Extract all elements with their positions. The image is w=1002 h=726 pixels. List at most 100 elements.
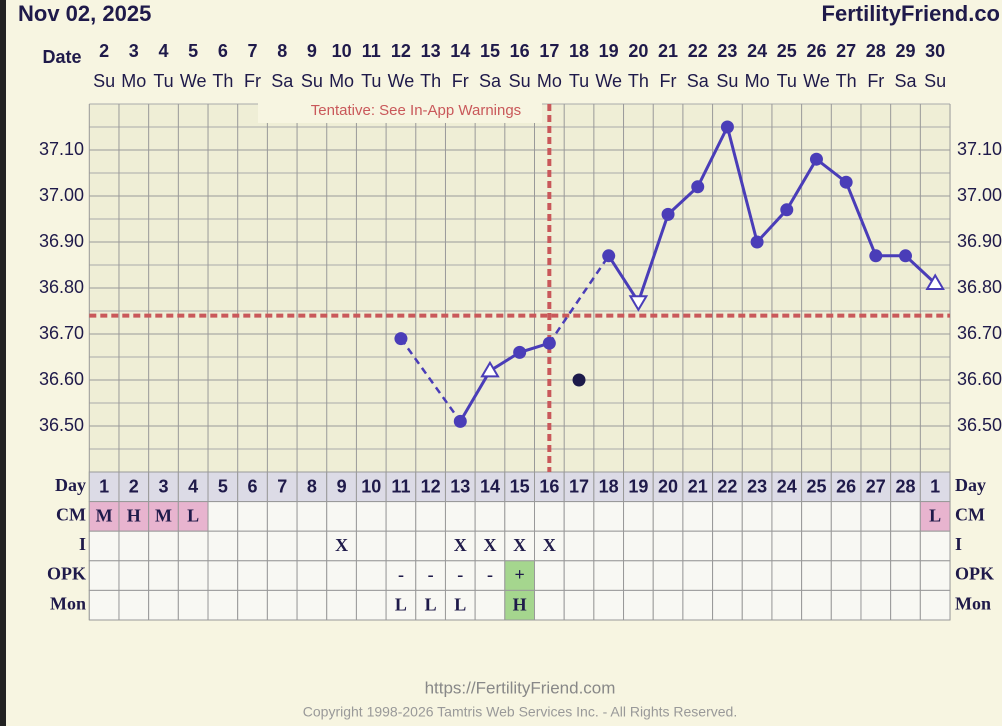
weekday-label: Th	[212, 71, 233, 91]
cell-text: 27	[866, 477, 886, 497]
weekday-label: Sa	[894, 71, 917, 91]
table-cell	[326, 501, 357, 532]
y2-tick-label: 36.80	[957, 277, 1002, 297]
table-cell	[504, 471, 536, 503]
cell-text: 20	[658, 477, 678, 497]
table-cell	[593, 560, 625, 591]
date-label: 25	[777, 41, 797, 61]
table-cell	[474, 560, 506, 591]
cell-text: H	[127, 506, 141, 526]
table-cell	[444, 589, 476, 621]
y2-tick-label: 36.50	[957, 415, 1002, 435]
table-cell	[296, 589, 328, 621]
date-label: 22	[688, 41, 708, 61]
cell-text: 8	[307, 477, 317, 497]
weekday-label: We	[595, 71, 622, 91]
table-cell	[652, 560, 684, 591]
date-label: Date	[42, 47, 81, 67]
y-tick-label: 36.70	[39, 323, 84, 343]
table-cell	[623, 530, 654, 562]
table-cell	[771, 530, 803, 562]
discarded-point	[572, 373, 586, 387]
temp-point	[661, 207, 675, 221]
table-cell	[741, 589, 773, 621]
row-label-right: CM	[955, 505, 985, 525]
temp-point	[542, 336, 556, 350]
table-cell	[474, 589, 506, 621]
table-cell	[296, 560, 328, 591]
cell-text: 13	[450, 477, 470, 497]
row-label-right: I	[955, 534, 962, 554]
table-cell	[860, 560, 892, 591]
weekday-label: Fr	[244, 71, 261, 91]
weekday-label: Th	[836, 71, 857, 91]
temp-point	[925, 273, 945, 290]
y-tick-label: 36.90	[39, 231, 84, 251]
weekday-label: Sa	[271, 71, 294, 91]
date-label: 27	[836, 41, 856, 61]
temp-point	[839, 175, 853, 189]
cell-text: M	[155, 506, 172, 526]
table-cell	[534, 560, 565, 591]
table-cell	[593, 501, 625, 532]
table-cell	[563, 471, 595, 503]
cell-text: 23	[747, 477, 767, 497]
table-cell	[830, 560, 862, 591]
weekday-label: Su	[509, 71, 531, 91]
weekday-label: Tu	[777, 71, 797, 91]
table-cell	[652, 589, 684, 621]
table-cell	[326, 530, 357, 562]
cell-text: 10	[361, 477, 381, 497]
annotation-bg	[258, 99, 542, 123]
table-cell	[890, 471, 921, 503]
date-label: 16	[510, 41, 530, 61]
table-cell	[444, 560, 476, 591]
cell-text: 15	[510, 477, 530, 497]
table-cell	[919, 560, 951, 591]
table-cell	[860, 530, 892, 562]
table-cell	[623, 501, 654, 532]
table-cell	[88, 560, 120, 591]
y2-tick-label: 37.00	[957, 185, 1002, 205]
row-label: Day	[55, 475, 86, 495]
temp-point	[750, 235, 764, 249]
date-label: 2	[99, 41, 109, 61]
table-cell	[830, 471, 862, 503]
edge	[0, 0, 6, 726]
date-label: 6	[218, 41, 228, 61]
table-cell	[237, 471, 268, 503]
table-cell	[385, 589, 417, 621]
date-label: 23	[717, 41, 737, 61]
table-cell	[771, 501, 803, 532]
weekday-label: Tu	[153, 71, 173, 91]
weekday-label: Tu	[361, 71, 381, 91]
cell-text: X	[543, 535, 556, 555]
brand: FertilityFriend.co	[822, 1, 1000, 26]
table-cell	[890, 560, 921, 591]
weekday-label: Mo	[121, 71, 146, 91]
date-label: 17	[539, 41, 559, 61]
row-label-right: Mon	[955, 593, 991, 613]
cell-text: 9	[337, 477, 347, 497]
weekday-label: Th	[420, 71, 441, 91]
weekday-label: We	[180, 71, 207, 91]
cell-text: L	[187, 506, 199, 526]
date-label: 24	[747, 41, 767, 61]
date-label: 26	[806, 41, 826, 61]
cell-text: 11	[391, 477, 410, 497]
table-cell	[148, 530, 179, 562]
table-cell	[890, 501, 921, 532]
cell-text: 7	[277, 477, 287, 497]
cell-text: M	[96, 506, 113, 526]
weekday-label: Mo	[537, 71, 562, 91]
table-cell	[148, 589, 179, 621]
cell-text: L	[425, 594, 437, 614]
table-cell	[355, 560, 387, 591]
cell-text: 3	[158, 477, 168, 497]
table-cell	[860, 501, 892, 532]
table-cell	[741, 530, 773, 562]
table-cell	[415, 530, 446, 562]
cell-text: 25	[806, 477, 826, 497]
cell-text: -	[398, 565, 404, 585]
y2-tick-label: 37.10	[957, 139, 1002, 159]
